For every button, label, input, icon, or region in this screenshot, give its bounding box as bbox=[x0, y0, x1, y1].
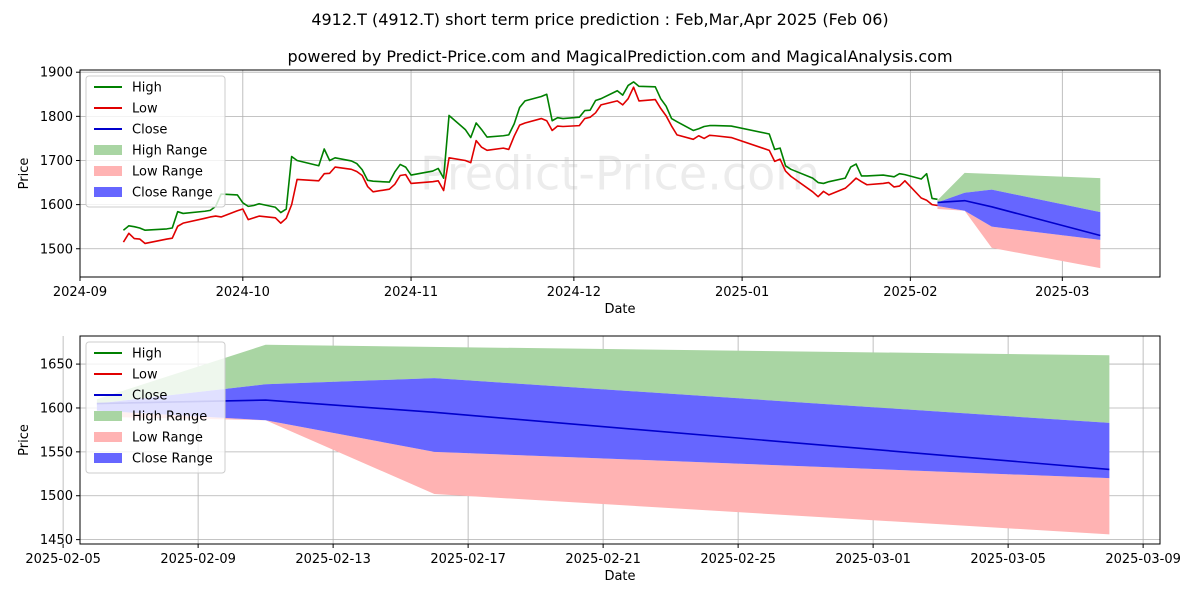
y-tick-label: 1450 bbox=[40, 533, 73, 548]
plot-frame bbox=[79, 69, 1161, 278]
legend-label-close: Close bbox=[132, 123, 167, 138]
y-axis-label: Price bbox=[17, 158, 32, 190]
plot-area bbox=[122, 81, 1101, 269]
legend-label-high-range: High Range bbox=[132, 410, 207, 425]
legend-swatch-high-range bbox=[94, 145, 122, 155]
y-tick-label: 1500 bbox=[40, 489, 73, 504]
low-range-band bbox=[937, 205, 1101, 269]
x-tick-label: 2025-02-25 bbox=[700, 552, 776, 567]
low-series-line bbox=[122, 86, 938, 245]
x-axis-label: Date bbox=[604, 302, 635, 317]
chart-title: 4912.T (4912.T) short term price predict… bbox=[311, 10, 888, 29]
legend: High Low Close High Range Low Range Close Ran… bbox=[85, 75, 226, 208]
legend-swatch-low-range bbox=[94, 432, 122, 442]
x-tick-label: 2024-12 bbox=[547, 285, 601, 300]
legend-label-high: High bbox=[132, 347, 162, 362]
legend-label-low-range: Low Range bbox=[132, 431, 203, 446]
legend-label-close: Close bbox=[132, 389, 167, 404]
high-range-band bbox=[96, 344, 1110, 423]
legend-swatch-high-range bbox=[94, 411, 122, 421]
x-tick-label: 2025-03-05 bbox=[970, 552, 1046, 567]
axes: 2024-09 2024-10 2024-11 2024-12 2025-01 2025-… bbox=[17, 66, 1089, 317]
close-series-line bbox=[937, 199, 1101, 237]
x-tick-label: 2025-02-05 bbox=[25, 552, 101, 567]
legend-swatch-close-range bbox=[94, 453, 122, 463]
plot-frame bbox=[79, 335, 1161, 545]
watermark-text: Predict-Price.com bbox=[420, 147, 820, 201]
x-tick-label: 2025-02-09 bbox=[160, 552, 236, 567]
legend-label-low-range: Low Range bbox=[132, 165, 203, 180]
legend-label-high-range: High Range bbox=[132, 144, 207, 159]
x-tick-label: 2025-03 bbox=[1035, 285, 1089, 300]
legend: High Low Close High Range Low Range Close Ran… bbox=[85, 341, 226, 474]
legend-label-low: Low bbox=[132, 102, 158, 117]
low-range-band bbox=[96, 410, 1110, 535]
x-tick-label: 2025-02-21 bbox=[565, 552, 641, 567]
axes: 2025-02-05 2025-02-09 2025-02-13 2025-02-17… bbox=[17, 358, 1181, 584]
legend-label-close-range: Close Range bbox=[132, 186, 213, 201]
y-tick-label: 1900 bbox=[40, 66, 73, 81]
legend-label-high: High bbox=[132, 81, 162, 96]
x-tick-label: 2025-02-17 bbox=[430, 552, 506, 567]
y-tick-label: 1600 bbox=[40, 401, 73, 416]
y-tick-label: 1600 bbox=[40, 198, 73, 213]
x-tick-label: 2025-03-09 bbox=[1105, 552, 1181, 567]
legend-label-low: Low bbox=[132, 368, 158, 383]
bottom-panel: Predict-Price.com2025-02-052025-02-09202… bbox=[17, 335, 1181, 584]
x-tick-label: 2024-09 bbox=[53, 285, 107, 300]
y-tick-label: 1500 bbox=[40, 242, 73, 257]
y-tick-label: 1800 bbox=[40, 110, 73, 125]
close-range-band bbox=[96, 378, 1110, 479]
legend-label-close-range: Close Range bbox=[132, 452, 213, 467]
x-tick-label: 2024-10 bbox=[216, 285, 270, 300]
y-axis-label: Price bbox=[17, 424, 32, 456]
x-tick-label: 2024-11 bbox=[384, 285, 438, 300]
high-series-line bbox=[122, 81, 938, 232]
x-tick-label: 2025-03-01 bbox=[835, 552, 911, 567]
legend-swatch-low-range bbox=[94, 166, 122, 176]
plot-area bbox=[96, 344, 1110, 535]
x-tick-label: 2025-01 bbox=[715, 285, 769, 300]
y-tick-label: 1700 bbox=[40, 154, 73, 169]
legend-swatch-close-range bbox=[94, 187, 122, 197]
chart-subtitle: powered by Predict-Price.com and Magical… bbox=[287, 47, 952, 66]
x-tick-label: 2025-02-13 bbox=[295, 552, 371, 567]
y-tick-label: 1650 bbox=[40, 358, 73, 373]
x-axis-label: Date bbox=[604, 569, 635, 584]
high-range-band bbox=[937, 172, 1101, 213]
y-tick-label: 1550 bbox=[40, 445, 73, 460]
x-tick-label: 2025-02 bbox=[883, 285, 937, 300]
